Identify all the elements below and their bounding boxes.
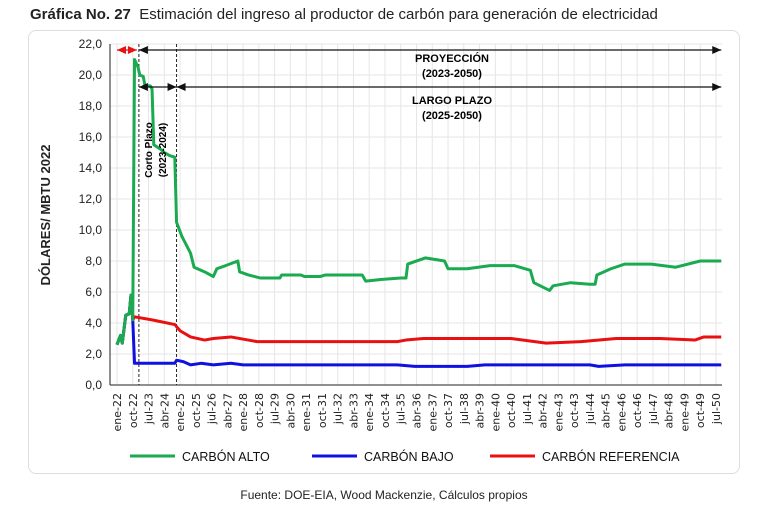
y-tick-label: 14,0 (79, 161, 103, 175)
x-tick-label: jul-35 (395, 393, 408, 425)
x-tick-label: oct-49 (694, 393, 707, 428)
y-tick-label: 0,0 (85, 378, 102, 392)
x-tick-label: jul-44 (584, 393, 597, 425)
chart-title: Gráfica No. 27 Estimación del ingreso al… (30, 6, 658, 23)
y-axis-label: DÓLARES/ MBTU 2022 (38, 145, 53, 286)
x-tick-label: abr-48 (663, 393, 676, 429)
chart-frame (28, 30, 740, 474)
projection-years: (2023-2050) (422, 68, 482, 80)
short-term-arrow-head-left (138, 83, 148, 91)
x-tick-label: ene-25 (174, 393, 187, 431)
x-tick-label: jul-41 (521, 393, 534, 425)
figure-number: Gráfica No. 27 (30, 6, 131, 23)
history-arrow-head-right (127, 46, 137, 54)
x-tick-label: ene-22 (111, 393, 124, 431)
x-tick-label: oct-25 (190, 393, 203, 428)
series-line-carbón-bajo (115, 293, 722, 368)
x-tick-label: jul-38 (458, 393, 471, 425)
x-tick-label: abr-42 (537, 393, 550, 429)
x-tick-label: abr-39 (474, 393, 487, 429)
x-tick-label: ene-28 (237, 393, 250, 431)
x-tick-label: jul-23 (143, 393, 156, 425)
y-tick-label: 8,0 (85, 254, 102, 268)
x-tick-label: jul-47 (647, 393, 660, 425)
source-note: Fuente: DOE-EIA, Wood Mackenzie, Cálculo… (240, 488, 528, 502)
x-tick-label: ene-43 (552, 393, 565, 431)
x-tick-label: oct-46 (631, 393, 644, 428)
x-tick-label: abr-36 (411, 393, 424, 429)
projection-label: PROYECCIÓN (415, 52, 489, 65)
x-tick-label: oct-31 (316, 393, 329, 428)
x-tick-label: ene-40 (489, 393, 502, 431)
x-tick-label: oct-40 (505, 393, 518, 428)
x-tick-label: abr-27 (221, 393, 234, 429)
legend-label-carbón-referencia: CARBÓN REFERENCIA (542, 449, 680, 464)
x-tick-label: abr-45 (600, 393, 613, 429)
x-tick-label: jul-32 (332, 393, 345, 425)
x-tick-label: jul-29 (269, 393, 282, 425)
y-tick-label: 20,0 (79, 68, 103, 82)
y-tick-label: 16,0 (79, 130, 103, 144)
y-tick-label: 10,0 (79, 223, 103, 237)
long-term-years: (2025-2050) (422, 110, 482, 122)
x-tick-label: ene-31 (300, 393, 313, 431)
x-tick-label: oct-22 (127, 393, 140, 428)
x-tick-label: oct-37 (442, 393, 455, 428)
short-term-label: Corto Plazo (144, 122, 155, 178)
long-term-arrow-head-right (712, 83, 722, 91)
y-tick-label: 2,0 (85, 347, 102, 361)
x-tick-label: oct-34 (379, 393, 392, 428)
x-tick-label: ene-34 (363, 393, 376, 431)
y-tick-label: 6,0 (85, 285, 102, 299)
long-term-arrow-head-left (176, 83, 186, 91)
y-tick-label: 18,0 (79, 99, 103, 113)
history-arrow-head-left (117, 46, 126, 54)
projection-arrow-head-right (712, 46, 722, 54)
legend-label-carbón-alto: CARBÓN ALTO (182, 449, 270, 464)
legend-label-carbón-bajo: CARBÓN BAJO (364, 449, 454, 464)
long-term-label: LARGO PLAZO (412, 95, 492, 107)
x-tick-label: abr-24 (158, 393, 171, 429)
x-tick-label: oct-28 (253, 393, 266, 428)
x-tick-label: ene-49 (678, 393, 691, 431)
x-tick-label: oct-43 (568, 393, 581, 428)
y-tick-label: 4,0 (85, 316, 102, 330)
title-text: Estimación del ingreso al productor de c… (139, 6, 658, 23)
y-tick-label: 22,0 (79, 37, 103, 51)
x-tick-label: abr-33 (347, 393, 360, 429)
series-line-carbón-referencia (115, 293, 722, 346)
x-tick-label: jul-26 (206, 393, 219, 425)
y-tick-label: 12,0 (79, 192, 103, 206)
series-line-carbón-alto (115, 58, 722, 346)
short-term-years: (2023-2024) (158, 123, 169, 177)
x-tick-label: ene-37 (426, 393, 439, 431)
x-tick-label: jul-50 (710, 393, 723, 425)
short-term-arrow-head-right (167, 83, 177, 91)
projection-arrow-head-left (138, 46, 148, 54)
x-tick-label: abr-30 (284, 393, 297, 429)
x-tick-label: ene-46 (615, 393, 628, 431)
